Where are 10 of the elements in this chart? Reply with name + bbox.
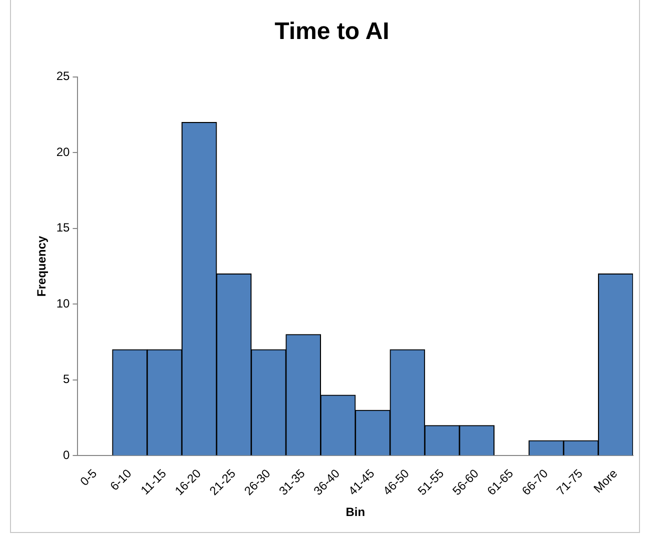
y-tick-label: 5	[63, 372, 70, 386]
y-tick-label: 10	[56, 296, 70, 310]
y-tick-label: 20	[56, 144, 70, 159]
y-axis-title: Frequency	[34, 236, 49, 297]
x-axis-title: Bin	[346, 505, 366, 520]
x-tick-label: 0-5	[77, 466, 100, 489]
chart-title: Time to AI	[274, 18, 390, 46]
y-tick-label: 0	[63, 448, 70, 462]
y-tick-label: 15	[56, 220, 70, 235]
y-tick-label: 25	[56, 69, 70, 84]
